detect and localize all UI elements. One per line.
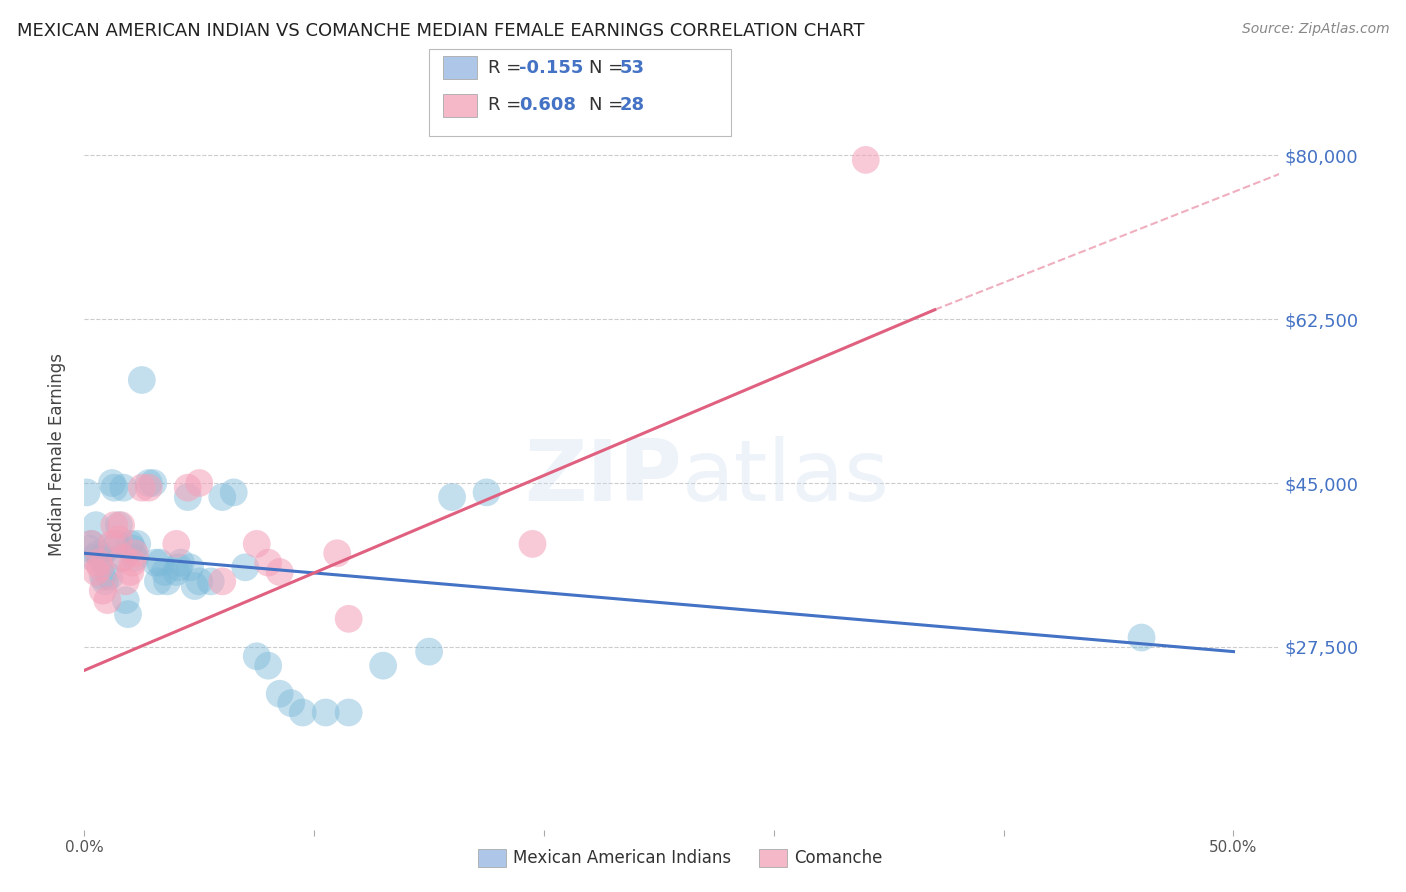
Point (211, 490, 233, 504)
Point (101, 537, 124, 551)
Point (165, 537, 187, 551)
Point (177, 490, 200, 504)
Point (108, 532, 131, 546)
Point (80, 537, 103, 551)
Point (112, 481, 135, 495)
Point (326, 546, 349, 560)
Point (124, 546, 146, 560)
Point (121, 556, 143, 570)
Text: MEXICAN AMERICAN INDIAN VS COMANCHE MEDIAN FEMALE EARNINGS CORRELATION CHART: MEXICAN AMERICAN INDIAN VS COMANCHE MEDI… (17, 22, 865, 40)
Point (153, 565, 176, 579)
Text: 53: 53 (620, 59, 645, 77)
Point (96, 541, 118, 556)
Point (146, 574, 169, 589)
Point (138, 476, 160, 491)
Text: Source: ZipAtlas.com: Source: ZipAtlas.com (1241, 22, 1389, 37)
Text: atlas: atlas (682, 436, 890, 519)
Point (149, 556, 172, 570)
Point (103, 481, 125, 495)
Text: R =: R = (488, 96, 527, 114)
Point (103, 518, 125, 533)
Text: 0.608: 0.608 (519, 96, 576, 114)
Point (200, 574, 222, 589)
Point (124, 551, 146, 566)
Point (87, 556, 110, 570)
Point (83, 551, 105, 566)
Point (855, 153, 877, 167)
Point (142, 476, 165, 491)
Text: 28: 28 (620, 96, 645, 114)
Point (257, 556, 280, 570)
Point (120, 565, 142, 579)
Point (373, 658, 395, 673)
Point (188, 574, 211, 589)
Point (98, 570, 121, 584)
Text: N =: N = (589, 59, 628, 77)
Point (110, 518, 132, 533)
Text: -0.155: -0.155 (519, 59, 583, 77)
Point (165, 565, 187, 579)
Point (94, 574, 117, 589)
Text: Mexican American Indians: Mexican American Indians (513, 849, 731, 867)
Point (156, 574, 179, 589)
Point (170, 556, 193, 570)
Point (108, 518, 131, 533)
Point (167, 560, 190, 574)
Point (105, 537, 128, 551)
Point (269, 687, 291, 701)
Point (127, 537, 149, 551)
Point (91, 570, 114, 584)
Point (211, 574, 233, 589)
Point (337, 706, 360, 720)
Point (87, 546, 110, 560)
Point (110, 551, 132, 566)
Point (315, 706, 337, 720)
Point (475, 485, 498, 500)
Point (246, 649, 269, 664)
Point (89, 560, 111, 574)
Point (418, 644, 440, 658)
Point (522, 537, 544, 551)
Point (138, 481, 160, 495)
Point (233, 560, 256, 574)
Point (131, 481, 153, 495)
Point (222, 485, 245, 500)
Text: ZIP: ZIP (524, 436, 682, 519)
Point (114, 574, 136, 589)
Text: R =: R = (488, 59, 527, 77)
Point (441, 490, 464, 504)
Point (76, 485, 98, 500)
Point (269, 565, 291, 579)
Text: Comanche: Comanche (794, 849, 883, 867)
Point (337, 612, 360, 626)
Point (114, 593, 136, 607)
Point (84, 518, 107, 533)
Point (77, 541, 100, 556)
Point (280, 696, 302, 710)
Point (188, 476, 211, 491)
Point (131, 373, 153, 387)
Point (80, 537, 103, 551)
Point (145, 556, 167, 570)
Point (89, 551, 111, 566)
Point (117, 607, 139, 621)
Point (112, 551, 135, 566)
Point (84, 565, 107, 579)
Point (179, 560, 201, 574)
Point (1130, 631, 1153, 645)
Point (177, 481, 200, 495)
Point (96, 593, 118, 607)
Point (183, 579, 205, 593)
Point (291, 706, 314, 720)
Text: N =: N = (589, 96, 628, 114)
Point (257, 658, 280, 673)
Point (121, 541, 143, 556)
Point (91, 583, 114, 598)
Point (101, 476, 124, 491)
Y-axis label: Median Female Earnings: Median Female Earnings (48, 353, 66, 557)
Point (120, 537, 142, 551)
Point (246, 537, 269, 551)
